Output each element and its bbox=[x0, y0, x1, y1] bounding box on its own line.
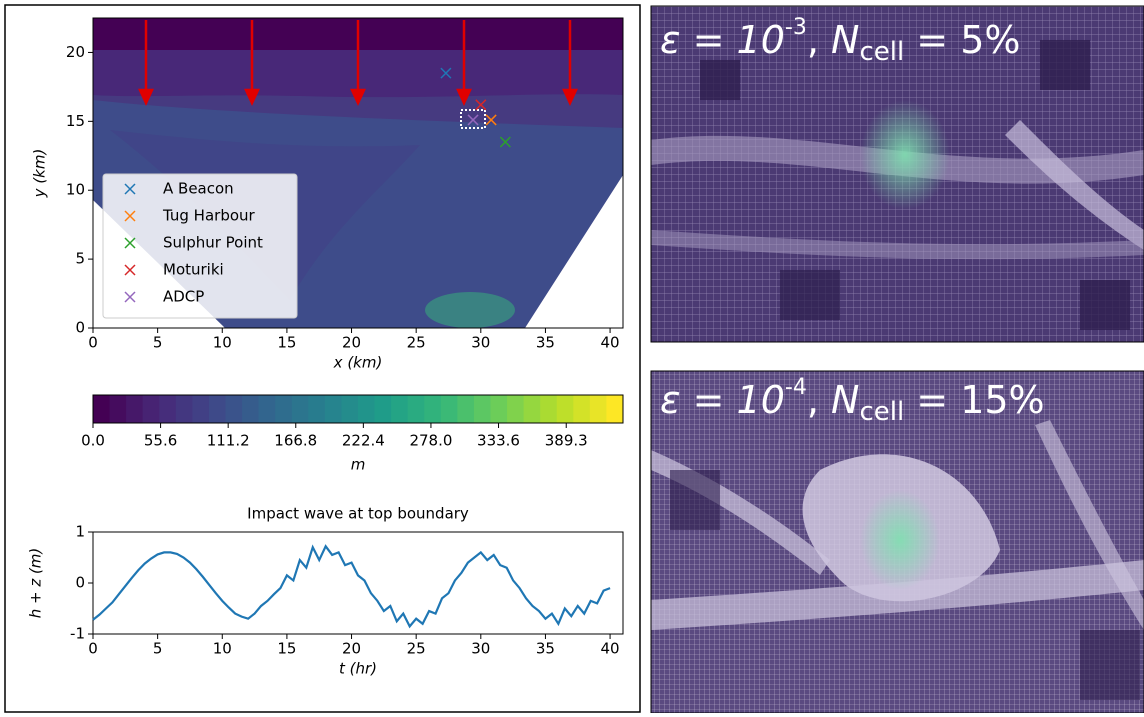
line-axes bbox=[93, 532, 623, 634]
y-tick-label: 5 bbox=[75, 250, 85, 268]
colorbar-swatch bbox=[474, 395, 491, 423]
y-tick-label: 0 bbox=[75, 319, 85, 337]
colorbar-tick-label: 0.0 bbox=[81, 432, 105, 450]
colorbar-swatch bbox=[457, 395, 474, 423]
y-tick-label: 0 bbox=[75, 574, 85, 592]
mesh-label-part: N bbox=[831, 18, 859, 62]
x-tick-label: 20 bbox=[342, 334, 361, 352]
line-series bbox=[93, 546, 610, 626]
x-tick-label: 15 bbox=[277, 334, 296, 352]
legend-label: Sulphur Point bbox=[163, 234, 263, 252]
y-tick-label: 20 bbox=[66, 43, 85, 61]
colorbar-swatch bbox=[590, 395, 607, 423]
x-tick-label: 5 bbox=[153, 334, 163, 352]
colorbar-label: m bbox=[351, 456, 366, 474]
colorbar-swatch bbox=[143, 395, 160, 423]
colorbar-swatch bbox=[259, 395, 276, 423]
mesh-label-part: cell bbox=[859, 397, 904, 427]
mesh-label-part: ε = 10 bbox=[660, 378, 785, 422]
y-tick-label: 1 bbox=[75, 523, 85, 541]
x-tick-label: 10 bbox=[213, 334, 232, 352]
colorbar-swatch bbox=[441, 395, 458, 423]
x-tick-label: 30 bbox=[471, 640, 490, 658]
x-tick-label: 35 bbox=[536, 640, 555, 658]
legend-label: A Beacon bbox=[163, 180, 234, 198]
colorbar-swatch bbox=[391, 395, 408, 423]
x-axis-label: t (hr) bbox=[339, 660, 377, 678]
colorbar-swatch bbox=[110, 395, 127, 423]
x-tick-label: 30 bbox=[471, 334, 490, 352]
colorbar-tick-label: 222.4 bbox=[342, 432, 385, 450]
colorbar-swatch bbox=[275, 395, 292, 423]
mesh-label: ε = 10-3, Ncell = 5% bbox=[660, 15, 1021, 67]
colorbar-swatch bbox=[126, 395, 143, 423]
x-tick-label: 35 bbox=[536, 334, 555, 352]
colorbar-swatch bbox=[358, 395, 375, 423]
x-tick-label: 20 bbox=[342, 640, 361, 658]
colorbar-swatch bbox=[540, 395, 557, 423]
mesh-label-part: N bbox=[831, 378, 859, 422]
colorbar-swatch bbox=[507, 395, 524, 423]
x-tick-label: 0 bbox=[88, 640, 98, 658]
legend-label: Moturiki bbox=[163, 261, 224, 279]
x-axis-label: x (km) bbox=[333, 354, 383, 372]
colorbar-swatch bbox=[226, 395, 243, 423]
mesh-label-part: cell bbox=[859, 37, 904, 67]
x-tick-label: 0 bbox=[88, 334, 98, 352]
y-axis-label: h + z (m) bbox=[27, 548, 45, 619]
colorbar-swatch bbox=[192, 395, 209, 423]
colorbar-swatch bbox=[325, 395, 342, 423]
x-tick-label: 40 bbox=[601, 640, 620, 658]
x-tick-label: 5 bbox=[153, 640, 163, 658]
colorbar-swatch bbox=[408, 395, 425, 423]
y-tick-label: 10 bbox=[66, 181, 85, 199]
colorbar-swatch bbox=[209, 395, 226, 423]
x-tick-label: 15 bbox=[277, 640, 296, 658]
colorbar-swatch bbox=[375, 395, 392, 423]
chart-title: Impact wave at top boundary bbox=[247, 505, 469, 523]
colorbar-swatch bbox=[341, 395, 358, 423]
colorbar-swatch bbox=[573, 395, 590, 423]
mesh-label-part: ε = 10 bbox=[660, 18, 785, 62]
mesh-label-part: , bbox=[807, 18, 831, 62]
colorbar-tick-label: 333.6 bbox=[477, 432, 520, 450]
x-tick-label: 10 bbox=[213, 640, 232, 658]
colorbar-swatch bbox=[606, 395, 623, 423]
legend-label: Tug Harbour bbox=[162, 207, 256, 225]
legend-label: ADCP bbox=[163, 288, 204, 306]
figure: 051015202530354005101520x (km)y (km)A Be… bbox=[0, 0, 1144, 713]
y-tick-label: 15 bbox=[66, 112, 85, 130]
colorbar-swatch bbox=[308, 395, 325, 423]
colorbar-tick-label: 278.0 bbox=[409, 432, 452, 450]
mesh-label-part: -3 bbox=[785, 15, 807, 40]
y-tick-label: -1 bbox=[70, 625, 85, 643]
mesh-label-part: = 15% bbox=[904, 378, 1044, 422]
mesh-label-part: = 5% bbox=[904, 18, 1020, 62]
colorbar-tick-label: 111.2 bbox=[207, 432, 250, 450]
colorbar-swatch bbox=[93, 395, 110, 423]
colorbar-swatch bbox=[176, 395, 193, 423]
colorbar-tick-label: 166.8 bbox=[274, 432, 317, 450]
colorbar-swatch bbox=[491, 395, 508, 423]
x-tick-label: 25 bbox=[407, 640, 426, 658]
colorbar-swatch bbox=[159, 395, 176, 423]
page: {"chart_data": [ {"type": "scatter", "xl… bbox=[0, 0, 1144, 713]
colorbar-swatch bbox=[292, 395, 309, 423]
y-axis-label: y (km) bbox=[31, 149, 49, 199]
mesh-label: ε = 10-4, Ncell = 15% bbox=[660, 375, 1045, 427]
colorbar-swatch bbox=[242, 395, 259, 423]
colorbar-tick-label: 389.3 bbox=[545, 432, 588, 450]
x-tick-label: 40 bbox=[601, 334, 620, 352]
x-tick-label: 25 bbox=[407, 334, 426, 352]
colorbar-swatch bbox=[524, 395, 541, 423]
colorbar-swatch bbox=[424, 395, 441, 423]
mesh-label-part: -4 bbox=[785, 375, 807, 400]
mesh-label-part: , bbox=[807, 378, 831, 422]
colorbar-tick-label: 55.6 bbox=[144, 432, 177, 450]
colorbar-swatch bbox=[557, 395, 574, 423]
